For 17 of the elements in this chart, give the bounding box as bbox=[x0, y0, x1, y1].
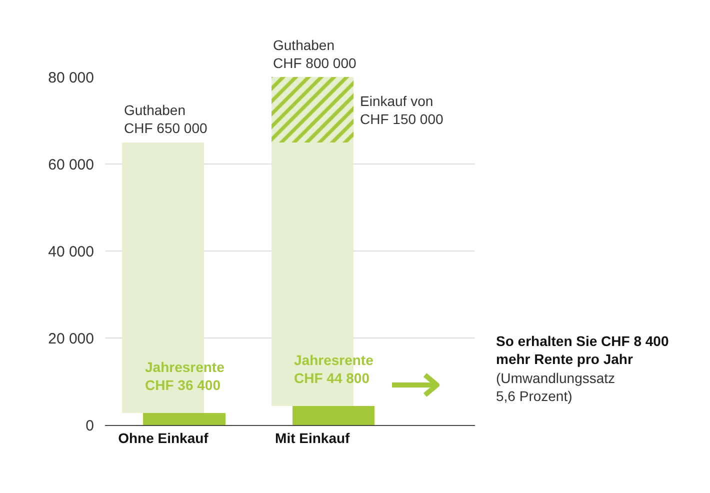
y-tick-label: 0 bbox=[86, 417, 94, 434]
annotation: Guthaben CHF 800 000 bbox=[273, 37, 356, 72]
annotation: Jahresrente CHF 36 400 bbox=[145, 359, 225, 394]
bar bbox=[143, 412, 226, 425]
annotation: Jahresrente CHF 44 800 bbox=[294, 352, 374, 386]
y-tick-label: 20 000 bbox=[48, 330, 94, 348]
bar bbox=[292, 406, 374, 425]
annotation: Guthaben CHF 650 000 bbox=[124, 102, 208, 136]
x-tick-label: Ohne Einkauf bbox=[118, 430, 209, 446]
text: (Umwandlungssatz 5,6 Prozent) bbox=[496, 370, 616, 404]
y-tick-label: 40 000 bbox=[48, 243, 94, 260]
y-tick-label: 80 000 bbox=[48, 69, 94, 86]
annotation: Einkauf von CHF 150 000 bbox=[360, 93, 444, 128]
text: So erhalten Sie CHF 8 400 mehr Rente pro Jahr bbox=[496, 333, 669, 368]
y-tick-label: 60 000 bbox=[48, 156, 94, 174]
x-tick-label: Mit Einkauf bbox=[275, 430, 350, 446]
bar bbox=[271, 77, 354, 142]
